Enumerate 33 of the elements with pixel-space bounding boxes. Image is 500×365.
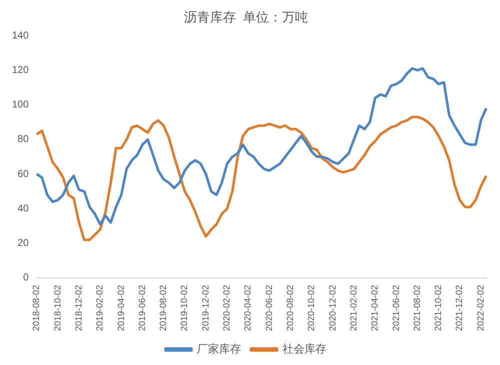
legend-label: 厂家库存 xyxy=(197,342,241,356)
x-tick-label: 2020-12-02 xyxy=(327,284,338,332)
x-tick-label: 2020-08-02 xyxy=(285,284,296,332)
y-tick-label: 40 xyxy=(18,203,30,214)
x-tick-label: 2020-04-02 xyxy=(242,284,253,332)
x-tick-label: 2019-08-02 xyxy=(158,284,168,332)
x-tick-label: 2019-04-02 xyxy=(116,284,126,332)
x-tick-label: 2018-12-02 xyxy=(73,284,84,332)
chart-title: 沥青库存 单位：万吨 xyxy=(184,9,308,24)
y-tick-label: 120 xyxy=(12,64,30,76)
x-tick-label: 2021-04-02 xyxy=(370,284,380,332)
y-tick-label: 60 xyxy=(18,168,30,180)
x-tick-label: 2020-06-02 xyxy=(264,284,274,332)
x-tick-label: 2019-12-02 xyxy=(200,284,210,332)
x-tick-label: 2019-06-02 xyxy=(136,284,147,332)
x-tick-label: 2022-02-02 xyxy=(475,284,486,332)
x-tick-label: 2021-02-02 xyxy=(348,284,358,332)
x-tick-label: 2019-02-02 xyxy=(94,284,105,332)
legend-label: 社会库存 xyxy=(282,342,326,356)
x-tick-label: 2021-08-02 xyxy=(412,284,422,332)
x-tick-label: 2020-02-02 xyxy=(222,284,232,332)
y-tick-label: 0 xyxy=(23,272,30,284)
y-tick-label: 80 xyxy=(18,134,30,146)
x-tick-label: 2018-08-02 xyxy=(31,284,42,332)
x-tick-label: 2019-10-02 xyxy=(179,284,190,332)
x-tick-label: 2021-10-02 xyxy=(433,284,444,332)
x-tick-label: 2021-06-02 xyxy=(390,284,401,332)
x-tick-label: 2018-10-02 xyxy=(52,284,62,332)
y-tick-label: 140 xyxy=(12,30,30,42)
x-tick-label: 2021-12-02 xyxy=(454,284,464,332)
y-tick-label: 20 xyxy=(18,238,30,250)
x-tick-label: 2020-10-02 xyxy=(306,284,316,332)
y-tick-label: 100 xyxy=(12,100,30,111)
